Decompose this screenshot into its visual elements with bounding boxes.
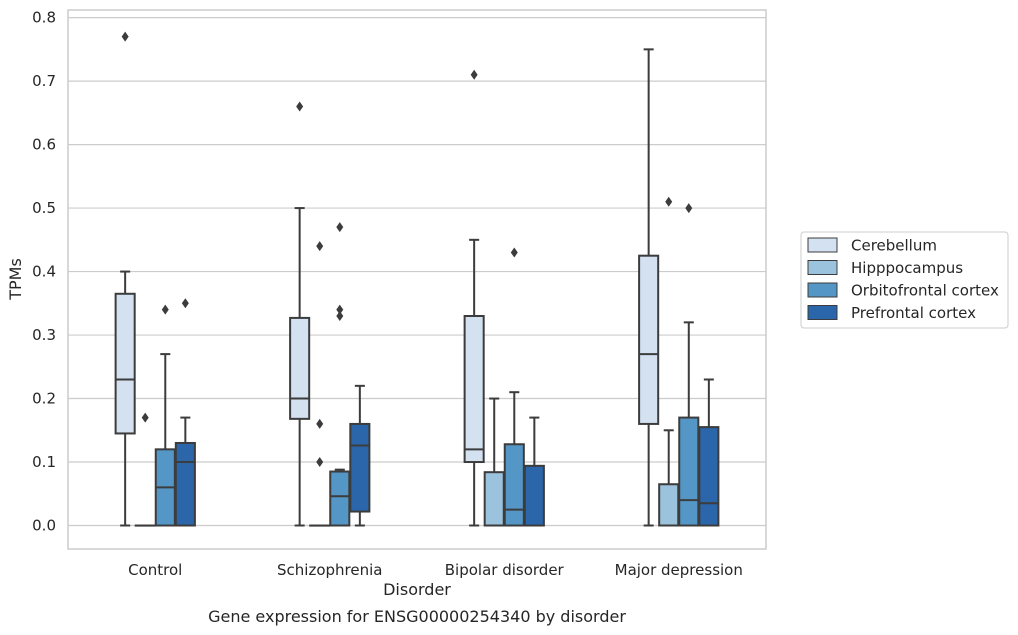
outlier-point: [161, 304, 169, 315]
box-orbitofrontal-cortex: [678, 203, 700, 527]
x-tick-label: Schizophrenia: [277, 561, 382, 579]
legend-swatch: [807, 305, 838, 320]
box-body: [329, 470, 351, 527]
y-tick-label: 0.8: [32, 9, 56, 27]
box-cerebellum: [114, 31, 136, 527]
y-tick-label: 0.5: [32, 199, 56, 217]
y-tick-label: 0.2: [32, 390, 56, 408]
box-hipppocampus: [309, 241, 331, 527]
x-tick-label: Bipolar disorder: [445, 561, 565, 579]
x-tick-label: Control: [128, 561, 182, 579]
outlier-point: [665, 196, 673, 207]
box-body: [658, 483, 680, 527]
box-body: [174, 441, 196, 527]
outlier-point: [316, 241, 324, 252]
outlier-point: [181, 298, 189, 309]
legend-frame: [800, 231, 1009, 329]
legend-label: Cerebellum: [851, 237, 937, 255]
outlier-point: [141, 412, 149, 423]
outlier-point: [316, 418, 324, 429]
box-body: [503, 443, 525, 527]
outlier-point: [296, 101, 304, 112]
outlier-point: [685, 203, 693, 214]
y-tick-label: 0.4: [32, 263, 56, 281]
outlier-point: [470, 69, 478, 80]
legend-swatch: [807, 237, 838, 253]
y-tick-label: 0.6: [32, 136, 56, 154]
x-axis-ticks: Control Schizophrenia Bipolar disorder Majo…: [128, 561, 743, 579]
x-axis-title: Disorder: [383, 580, 451, 599]
y-tick-label: 0.1: [32, 453, 56, 471]
legend-label: Orbitofrontal cortex: [851, 282, 999, 300]
chart-caption: Gene expression for ENSG00000254340 by d…: [208, 607, 626, 626]
box-cerebellum: [638, 48, 660, 527]
box-body: [483, 471, 505, 527]
legend-swatch: [807, 260, 838, 275]
legend-label: Hipppocampus: [851, 259, 963, 277]
box-orbitofrontal-cortex: [154, 304, 176, 527]
box-orbitofrontal-cortex: [503, 247, 525, 527]
box-body: [289, 316, 311, 420]
box-prefrontal-cortex: [523, 416, 545, 527]
box-hipppocampus: [658, 196, 680, 527]
outlier-point: [121, 31, 129, 42]
box-hipppocampus: [134, 412, 156, 527]
outlier-point: [316, 457, 324, 468]
box-body: [349, 422, 371, 513]
legend-swatch: [807, 282, 838, 298]
plot-area-frame: [67, 9, 767, 550]
outlier-point: [510, 247, 518, 258]
outlier-point: [336, 222, 344, 233]
box-body: [523, 464, 545, 527]
box-orbitofrontal-cortex: [329, 222, 351, 527]
box-body: [638, 254, 660, 425]
boxes: [114, 31, 720, 527]
box-prefrontal-cortex: [174, 298, 196, 527]
box-cerebellum: [463, 69, 485, 527]
box-hipppocampus: [483, 397, 505, 527]
outlier-point: [336, 304, 344, 315]
x-tick-label: Major depression: [615, 561, 743, 579]
box-body: [114, 292, 136, 435]
y-tick-label: 0.3: [32, 326, 56, 344]
box-body: [463, 315, 485, 464]
box-prefrontal-cortex: [698, 378, 720, 527]
y-axis-title: TPMs: [6, 258, 25, 301]
legend-label: Prefrontal cortex: [851, 304, 976, 322]
y-tick-label: 0.7: [32, 72, 56, 90]
box-body: [678, 416, 700, 527]
box-cerebellum: [289, 101, 311, 527]
box-prefrontal-cortex: [349, 384, 371, 527]
legend: Cerebellum Hipppocampus Orbitofrontal cort…: [800, 231, 1009, 329]
y-tick-label: 0.0: [32, 517, 56, 535]
box-body: [698, 426, 720, 527]
y-axis-ticks: 0.0 0.1 0.2 0.3 0.4 0.5 0.6 0.7 0.8: [32, 9, 56, 535]
outlier-point: [336, 311, 344, 322]
